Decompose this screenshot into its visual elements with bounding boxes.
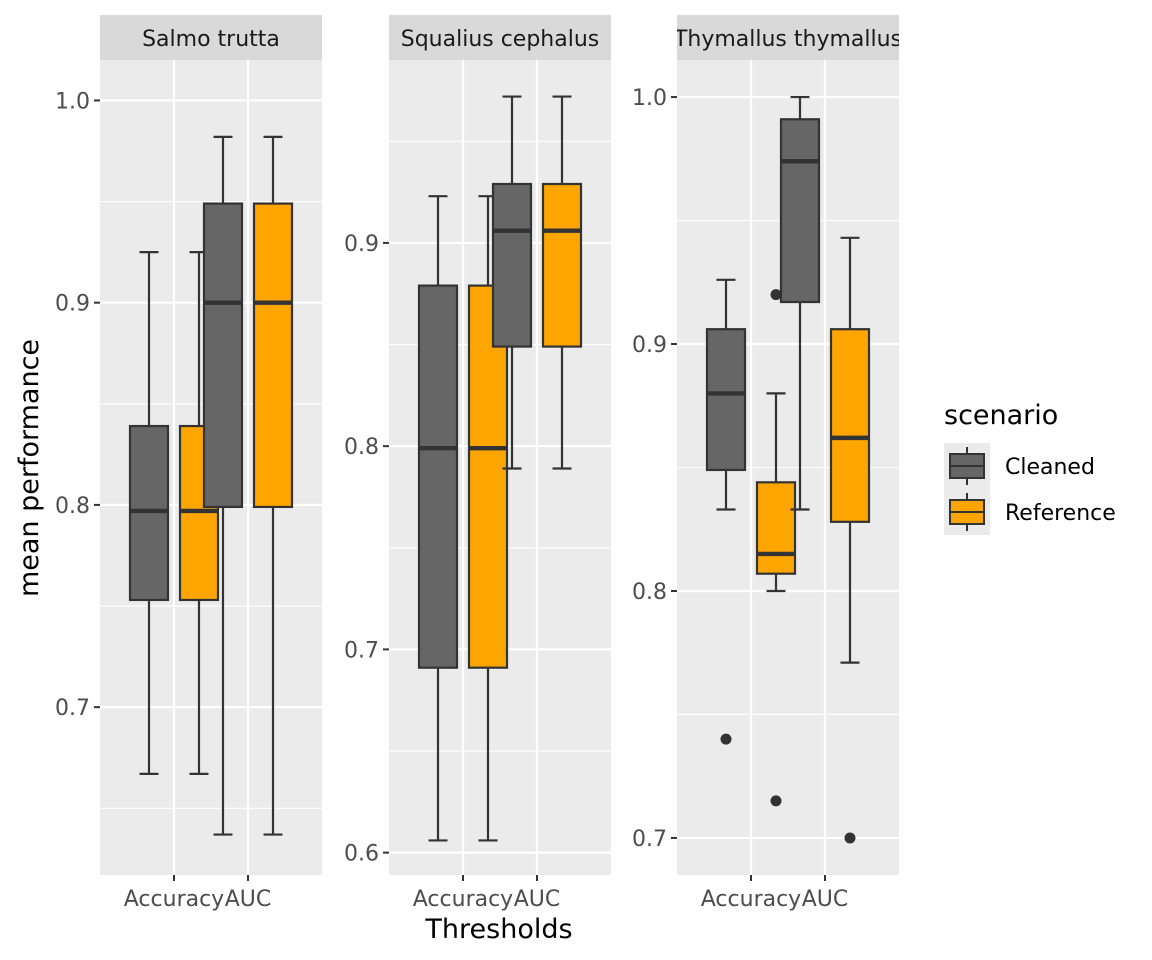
outlier-point	[770, 289, 782, 301]
x-tick-label: AUC	[225, 887, 272, 912]
boxplot-cleaned-accuracy	[705, 278, 747, 745]
legend-entry-reference: Reference	[944, 489, 1116, 535]
outlier-point	[770, 795, 782, 807]
box-iqr	[541, 182, 583, 348]
y-tick-label: 0.7	[55, 696, 90, 721]
box-iqr	[467, 284, 509, 669]
facet-panel: Squalius cephalus 0.6 0.7 0.8 0.9 Accuracy AUC	[344, 15, 611, 912]
facet-panel: Salmo trutta 0.7 0.8 0.9 1.0 Accuracy AUC	[55, 15, 322, 912]
x-tick-label: AUC	[514, 887, 561, 912]
outlier-point	[844, 832, 856, 844]
facet-strip	[389, 15, 611, 60]
y-tick-label: 0.8	[55, 494, 90, 519]
y-tick-label: 0.7	[344, 638, 379, 663]
facet-panel: Thymallus thymallus 0.7 0.8 0.9 1.0 Accuracy A…	[632, 15, 902, 912]
x-axis-title: Thresholds	[424, 914, 572, 945]
facet-strip-title: Thymallus thymallus	[673, 27, 902, 52]
boxplot-cleaned-accuracy	[128, 251, 170, 775]
boxplot-cleaned-accuracy	[417, 195, 459, 842]
box-iqr	[779, 118, 821, 304]
facet-strip-title: Salmo trutta	[142, 27, 280, 52]
legend-entry-cleaned: Cleaned	[944, 443, 1095, 489]
x-tick-label: Accuracy	[701, 887, 801, 912]
y-tick-label: 0.6	[344, 842, 379, 867]
outlier-point	[720, 733, 732, 745]
y-tick-label: 0.8	[344, 435, 379, 460]
boxplot-cleaned-auc	[779, 95, 821, 511]
y-tick-label: 0.9	[632, 333, 667, 358]
y-tick-label: 1.0	[55, 89, 90, 114]
boxplot-reference-auc	[541, 95, 583, 470]
y-tick-label: 0.8	[632, 580, 667, 605]
box-iqr	[705, 328, 747, 472]
boxplot-reference-accuracy	[755, 289, 797, 807]
legend-label: Cleaned	[1005, 455, 1095, 480]
boxplot-reference-auc	[252, 135, 294, 836]
box-iqr	[417, 284, 459, 669]
box-iqr	[202, 202, 244, 509]
y-tick-label: 1.0	[632, 86, 667, 111]
box-iqr	[491, 182, 533, 348]
boxplot-reference-auc	[829, 236, 871, 844]
box-iqr	[755, 481, 797, 575]
facet-strip	[100, 15, 322, 60]
y-axis-title: mean performance	[14, 339, 45, 597]
box-iqr	[252, 202, 294, 509]
y-tick-label: 0.9	[344, 232, 379, 257]
legend: scenario Cleaned Reference	[944, 400, 1116, 535]
x-tick-label: AUC	[802, 887, 849, 912]
x-tick-label: Accuracy	[124, 887, 224, 912]
facet-strip	[677, 15, 899, 60]
legend-title: scenario	[944, 400, 1058, 431]
boxplot-cleaned-auc	[491, 95, 533, 470]
facet-strip-title: Squalius cephalus	[401, 27, 600, 52]
x-tick-label: Accuracy	[413, 887, 513, 912]
box-iqr	[829, 328, 871, 523]
y-tick-label: 0.7	[632, 827, 667, 852]
y-tick-label: 0.9	[55, 292, 90, 317]
boxplot-cleaned-auc	[202, 135, 244, 836]
legend-entries: Cleaned Reference	[944, 443, 1116, 535]
boxplot-reference-accuracy	[467, 195, 509, 842]
legend-label: Reference	[1005, 501, 1116, 526]
